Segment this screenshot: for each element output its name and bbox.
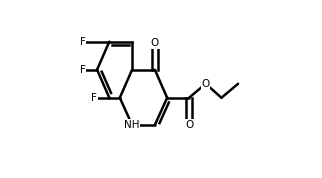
Text: F: F	[80, 65, 86, 75]
Text: O: O	[185, 120, 193, 130]
Text: O: O	[202, 79, 210, 89]
Text: NH: NH	[124, 120, 140, 130]
Text: F: F	[91, 93, 97, 103]
Text: O: O	[151, 38, 159, 48]
Text: F: F	[80, 37, 86, 47]
